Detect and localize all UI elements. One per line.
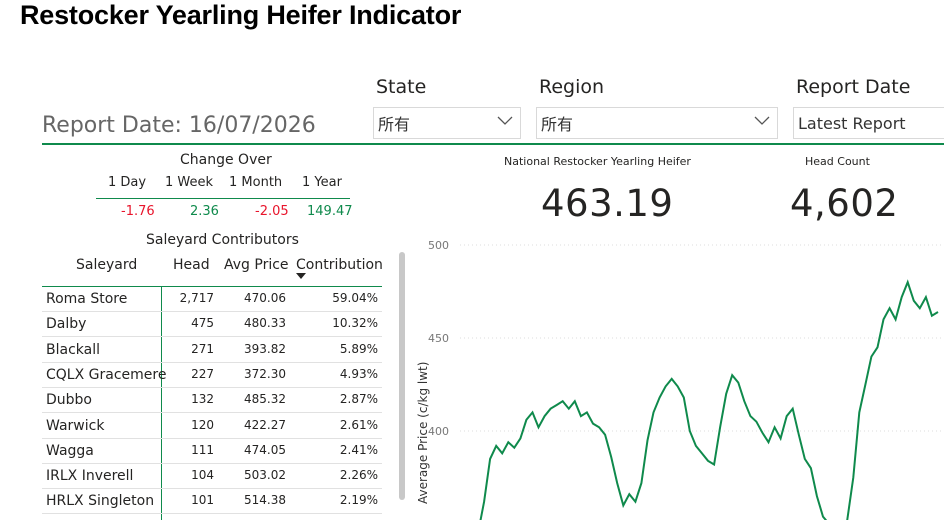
saleyard-name: Warwick <box>46 417 105 434</box>
avg-price-value: 514.38 <box>244 493 286 508</box>
head-value: 101 <box>191 493 214 508</box>
sort-desc-icon <box>296 273 306 279</box>
table-row[interactable]: Blackall 271 393.82 5.89% <box>42 338 382 363</box>
change-over-title: Change Over <box>180 152 272 168</box>
head-count-value: 4,602 <box>790 182 899 225</box>
chevron-down-icon <box>497 116 513 125</box>
saleyard-name: Blackall <box>46 341 100 358</box>
period-label-1-month: 1 Month <box>229 175 283 190</box>
region-dropdown-value: 所有 <box>541 115 574 134</box>
change-value-1-week: 2.36 <box>190 204 219 219</box>
state-dropdown-value: 所有 <box>378 115 411 134</box>
avg-price-value: 474.05 <box>244 442 286 457</box>
change-value-1-year: 149.47 <box>307 204 353 219</box>
avg-price-value: 485.32 <box>244 392 286 407</box>
table-row[interactable]: Wagga 111 474.05 2.41% <box>42 439 382 464</box>
avg-price-value: 480.33 <box>244 316 286 331</box>
report-date-slicer-label: Report Date <box>796 76 911 98</box>
table-row[interactable]: HRLX Singleton 101 514.38 2.19% <box>42 489 382 515</box>
saleyard-table-title: Saleyard Contributors <box>146 232 299 248</box>
head-value: 120 <box>191 417 214 432</box>
national-kpi-value: 463.19 <box>541 182 674 225</box>
saleyard-name: Wagga <box>46 442 94 459</box>
change-value-1-month: -2.05 <box>255 204 289 219</box>
period-label-1-year: 1 Year <box>302 175 342 190</box>
report-date-text: Report Date: 16/07/2026 <box>42 113 316 138</box>
head-value: 2,717 <box>179 291 214 305</box>
y-tick-label: 400 <box>428 425 449 438</box>
saleyard-name: HRLX Singleton <box>46 493 155 510</box>
chevron-down-icon <box>754 116 770 125</box>
table-row[interactable]: CQLX Gracemere 227 372.30 4.93% <box>42 363 382 388</box>
state-dropdown[interactable]: 所有 <box>373 107 521 139</box>
column-header-head[interactable]: Head <box>173 257 210 273</box>
contribution-value: 2.61% <box>339 417 378 432</box>
avg-price-value: 372.30 <box>244 366 286 381</box>
contribution-value: 2.26% <box>339 468 378 483</box>
contribution-value: 10.32% <box>332 316 378 331</box>
contribution-value: 59.04% <box>332 291 378 305</box>
contribution-value: 2.87% <box>339 392 378 407</box>
saleyard-name: CQLX Gracemere <box>46 366 167 383</box>
y-tick-label: 450 <box>428 332 449 345</box>
saleyard-name: Roma Store <box>46 291 128 307</box>
report-date-dropdown[interactable]: Latest Report <box>793 107 944 139</box>
header-divider <box>42 143 944 145</box>
head-value: 104 <box>191 468 214 483</box>
avg-price-value: 470.06 <box>244 291 286 305</box>
column-header-contribution[interactable]: Contribution <box>296 257 383 273</box>
state-slicer-label: State <box>376 76 427 98</box>
contribution-value: 5.89% <box>339 341 378 356</box>
table-row[interactable]: Roma Store 2,717 470.06 59.04% <box>42 287 382 312</box>
contribution-value: 2.41% <box>339 442 378 457</box>
saleyard-name: Dubbo <box>46 392 92 409</box>
table-row[interactable]: IRLX Inverell 104 503.02 2.26% <box>42 464 382 490</box>
page-title: Restocker Yearling Heifer Indicator <box>20 0 462 30</box>
saleyard-name: IRLX Inverell <box>46 468 134 485</box>
y-tick-label: 500 <box>428 239 449 252</box>
avg-price-value: 503.02 <box>244 468 286 483</box>
head-value: 271 <box>191 341 214 356</box>
contribution-value: 4.93% <box>339 366 378 381</box>
table-column-divider <box>161 286 162 520</box>
period-label-1-day: 1 Day <box>108 175 147 190</box>
head-value: 111 <box>191 442 214 457</box>
y-axis-label: Average Price (c/kg lwt) <box>416 362 430 504</box>
column-header-saleyard[interactable]: Saleyard <box>76 257 138 273</box>
head-value: 227 <box>191 366 214 381</box>
avg-price-value: 422.27 <box>244 417 286 432</box>
report-date-dropdown-value: Latest Report <box>798 113 906 133</box>
change-over-divider <box>96 198 350 199</box>
avg-price-value: 393.82 <box>244 341 286 356</box>
y-tick-label: 350 <box>428 518 449 520</box>
head-value: 132 <box>191 392 214 407</box>
table-header-divider <box>42 286 382 287</box>
region-dropdown[interactable]: 所有 <box>536 107 778 139</box>
table-scrollbar[interactable] <box>399 252 405 500</box>
table-row[interactable]: Dubbo 132 485.32 2.87% <box>42 388 382 414</box>
table-row[interactable]: Warwick 120 422.27 2.61% <box>42 414 382 439</box>
period-label-1-week: 1 Week <box>165 175 214 190</box>
price-line-chart: 500 450 400 350 Average Price (c/kg lwt) <box>416 239 944 520</box>
change-value-1-day: -1.76 <box>121 204 155 219</box>
national-kpi-label: National Restocker Yearling Heifer <box>504 155 691 168</box>
saleyard-name: Dalby <box>46 316 87 333</box>
column-header-avg-price[interactable]: Avg Price <box>224 257 289 273</box>
head-count-label: Head Count <box>805 155 870 168</box>
series-line[interactable] <box>478 279 939 520</box>
contribution-value: 2.19% <box>339 493 378 508</box>
region-slicer-label: Region <box>539 76 605 98</box>
head-value: 475 <box>191 316 214 331</box>
table-row[interactable]: Dalby 475 480.33 10.32% <box>42 312 382 338</box>
